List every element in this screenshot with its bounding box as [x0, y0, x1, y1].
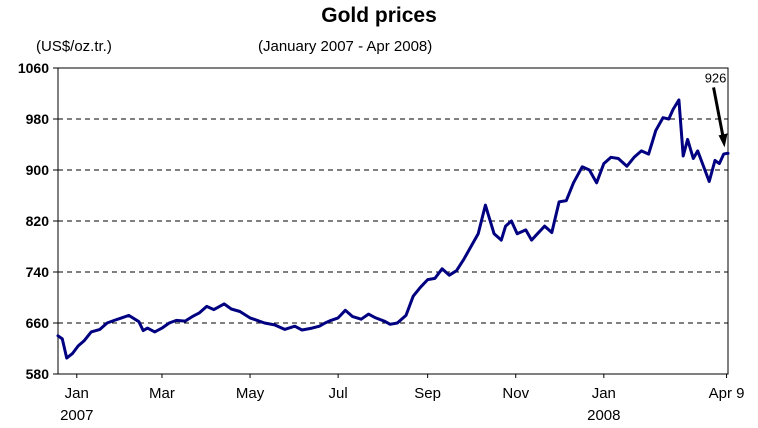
annotation-arrow: [712, 87, 726, 140]
annotation-label: 926: [705, 70, 727, 85]
y-tick-label: 900: [26, 162, 50, 178]
x-year-label: 2008: [587, 407, 620, 424]
x-tick-label: Apr 9: [709, 385, 745, 402]
y-tick-label: 740: [26, 264, 50, 280]
x-tick-label: May: [236, 385, 265, 402]
x-tick-label: Mar: [149, 385, 175, 402]
y-tick-label: 1060: [18, 60, 49, 76]
series-line: [56, 98, 730, 360]
annotation-arrowhead: [718, 133, 728, 148]
y-tick-label: 980: [26, 111, 50, 127]
chart-subtitle: (January 2007 - Apr 2008): [258, 38, 433, 55]
x-tick-label: Jan: [592, 385, 616, 402]
x-year-label: 2007: [60, 407, 93, 424]
x-tick-label: Jul: [329, 385, 348, 402]
x-tick-label: Sep: [414, 385, 441, 402]
x-tick-label: Nov: [502, 385, 529, 402]
y-tick-label: 580: [26, 366, 50, 382]
y-tick-label: 660: [26, 315, 50, 331]
y-tick-label: 820: [26, 213, 50, 229]
x-tick-label: Jan: [65, 385, 89, 402]
chart-title: Gold prices: [321, 4, 437, 27]
y-axis-unit-label: (US$/oz.tr.): [36, 38, 112, 55]
